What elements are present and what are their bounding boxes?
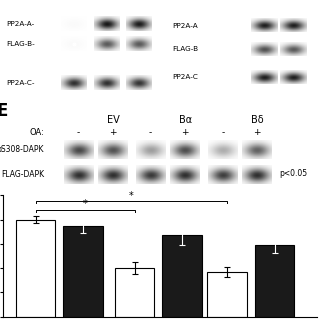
- Text: pS308-DAPK: pS308-DAPK: [0, 145, 44, 154]
- Text: +: +: [253, 128, 261, 137]
- Text: EV: EV: [107, 115, 119, 125]
- Text: *: *: [83, 199, 87, 209]
- Bar: [207, 272, 247, 317]
- Text: PP2A-A: PP2A-A: [172, 23, 198, 29]
- Bar: [63, 226, 103, 317]
- Text: -: -: [77, 128, 80, 137]
- Bar: [115, 268, 154, 317]
- Text: FLAG-DAPK: FLAG-DAPK: [1, 170, 44, 179]
- Text: Bδ: Bδ: [251, 115, 264, 125]
- Text: +: +: [109, 128, 117, 137]
- Text: EV: EV: [68, 0, 80, 1]
- Text: p<0.05: p<0.05: [279, 169, 308, 178]
- Text: EV: EV: [229, 0, 241, 1]
- Text: +: +: [181, 128, 189, 137]
- Text: Bδ: Bδ: [288, 0, 299, 1]
- Text: PP2A-C: PP2A-C: [172, 74, 198, 80]
- Bar: [255, 245, 294, 317]
- Text: FLAG-B-: FLAG-B-: [6, 41, 35, 47]
- Text: FLAG-B: FLAG-B: [172, 46, 198, 52]
- Bar: [162, 235, 202, 317]
- Text: Bδ: Bδ: [133, 0, 145, 1]
- Text: PP2A-A-: PP2A-A-: [6, 21, 35, 27]
- Text: -: -: [149, 128, 152, 137]
- Text: Bα: Bα: [258, 0, 270, 1]
- Text: PP2A-C-: PP2A-C-: [6, 80, 35, 86]
- Bar: [16, 220, 55, 317]
- Text: Bα: Bα: [179, 115, 192, 125]
- Text: -: -: [221, 128, 224, 137]
- Text: OA:: OA:: [29, 128, 44, 137]
- Text: Bα: Bα: [100, 0, 113, 1]
- Text: E: E: [0, 102, 8, 120]
- Text: *: *: [129, 191, 134, 201]
